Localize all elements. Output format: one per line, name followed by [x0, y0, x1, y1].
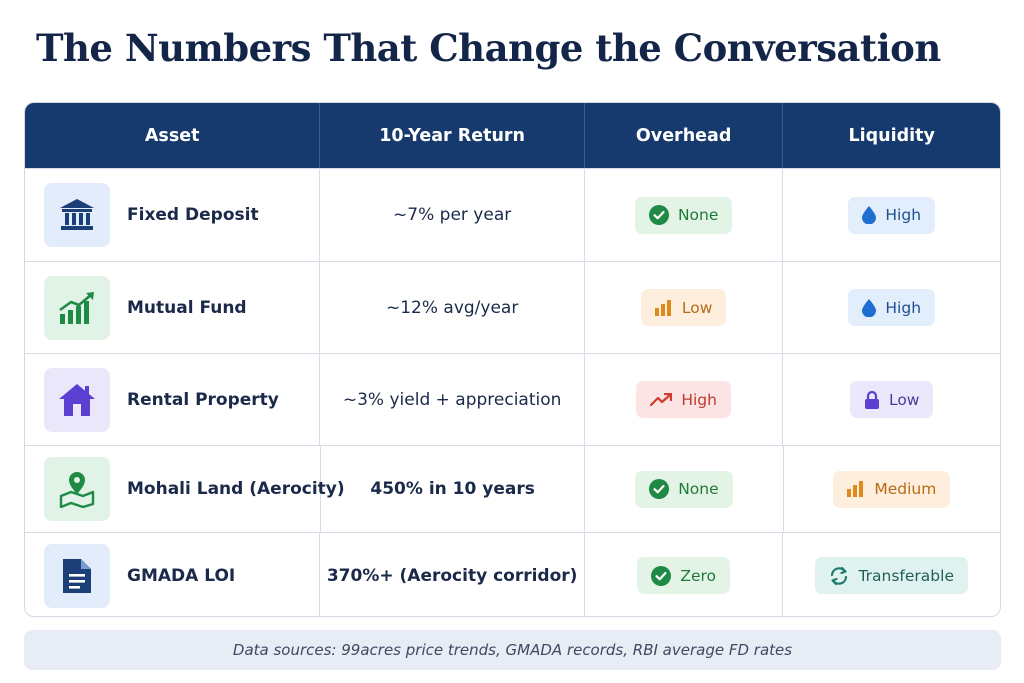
asset-cell: GMADA LOI [25, 533, 321, 616]
refresh-icon [831, 566, 848, 585]
water-drop-icon [862, 298, 877, 317]
overhead-cell: None [585, 446, 784, 532]
page-title: The Numbers That Change the Conversation [36, 26, 941, 70]
overhead-cell: None [585, 169, 784, 261]
lock-icon [864, 390, 879, 409]
liquidity-cell: Transferable [783, 533, 1000, 616]
liquidity-label: Medium [874, 480, 937, 498]
table-header-row: Asset 10-Year Return Overhead Liquidity [25, 103, 1000, 168]
asset-name: Fixed Deposit [127, 205, 259, 225]
document-icon [44, 543, 110, 608]
liquidity-badge: Low [849, 381, 934, 418]
header-overhead: Overhead [585, 103, 784, 168]
map-pin-icon [44, 457, 110, 521]
overhead-label: Low [681, 298, 713, 317]
liquidity-cell: Medium [784, 446, 1000, 532]
asset-name: Rental Property [127, 389, 279, 410]
liquidity-badge: Transferable [815, 557, 968, 594]
data-sources-note: Data sources: 99acres price trends, GMAD… [24, 630, 1001, 670]
overhead-cell: Low [585, 262, 784, 353]
return-cell: 370%+ (Aerocity corridor) [320, 533, 585, 616]
table-row: Mohali Land (Aerocity) 450% in 10 years … [25, 445, 1000, 532]
overhead-badge: High [636, 381, 731, 418]
check-circle-icon [648, 205, 669, 225]
growth-chart-icon [44, 275, 110, 340]
overhead-label: High [681, 390, 717, 409]
asset-name: Mohali Land (Aerocity) [127, 479, 345, 499]
liquidity-label: High [885, 298, 922, 317]
liquidity-label: Transferable [858, 566, 954, 585]
return-value: 370%+ (Aerocity corridor) [326, 565, 578, 586]
overhead-cell: High [585, 354, 784, 445]
overhead-label: Zero [680, 566, 716, 585]
return-value: ~12% avg/year [385, 297, 519, 318]
overhead-badge: None [635, 470, 733, 508]
return-cell: ~3% yield + appreciation [320, 354, 585, 445]
liquidity-cell: Low [783, 354, 1000, 445]
water-drop-icon [862, 206, 877, 224]
comparison-table: Asset 10-Year Return Overhead Liquidity … [24, 102, 1001, 617]
liquidity-badge: High [848, 289, 936, 326]
return-value: 450% in 10 years [370, 479, 535, 499]
trend-up-icon [650, 392, 673, 406]
liquidity-badge: Medium [833, 470, 951, 508]
bar-chart-icon [654, 299, 671, 316]
table-row: Rental Property ~3% yield + appreciation… [25, 353, 1000, 445]
liquidity-cell: High [783, 262, 1000, 353]
liquidity-label: Low [888, 390, 920, 409]
overhead-badge: None [634, 196, 733, 234]
asset-cell: Mohali Land (Aerocity) [25, 446, 345, 532]
asset-name: GMADA LOI [127, 565, 236, 586]
overhead-label: None [678, 480, 719, 498]
return-cell: 450% in 10 years [321, 446, 586, 532]
overhead-badge: Low [640, 289, 727, 326]
asset-cell: Rental Property [25, 354, 321, 445]
return-value: ~7% per year [393, 205, 512, 225]
table-row: Fixed Deposit ~7% per year None High [25, 168, 1000, 261]
liquidity-badge: High [848, 196, 936, 234]
table-row: Mutual Fund ~12% avg/year Low High [25, 261, 1000, 353]
overhead-label: None [677, 206, 719, 224]
liquidity-label: High [885, 206, 922, 224]
asset-cell: Fixed Deposit [25, 169, 321, 261]
asset-name: Mutual Fund [127, 297, 247, 318]
bar-chart-icon [847, 481, 864, 497]
return-value: ~3% yield + appreciation [342, 389, 562, 410]
overhead-badge: Zero [637, 557, 730, 594]
check-circle-icon [651, 565, 672, 586]
return-cell: ~7% per year [320, 169, 585, 261]
return-cell: ~12% avg/year [320, 262, 585, 353]
check-circle-icon [649, 479, 670, 499]
bank-icon [44, 183, 110, 247]
overhead-cell: Zero [585, 533, 784, 616]
header-return: 10-Year Return [320, 103, 585, 168]
table-row: GMADA LOI 370%+ (Aerocity corridor) Zero… [25, 532, 1000, 616]
header-liquidity: Liquidity [848, 125, 935, 146]
house-icon [44, 367, 110, 432]
header-asset: Asset [25, 103, 321, 168]
liquidity-cell: High [783, 169, 1000, 261]
footer-text: Data sources: 99acres price trends, GMAD… [232, 641, 793, 659]
asset-cell: Mutual Fund [25, 262, 321, 353]
